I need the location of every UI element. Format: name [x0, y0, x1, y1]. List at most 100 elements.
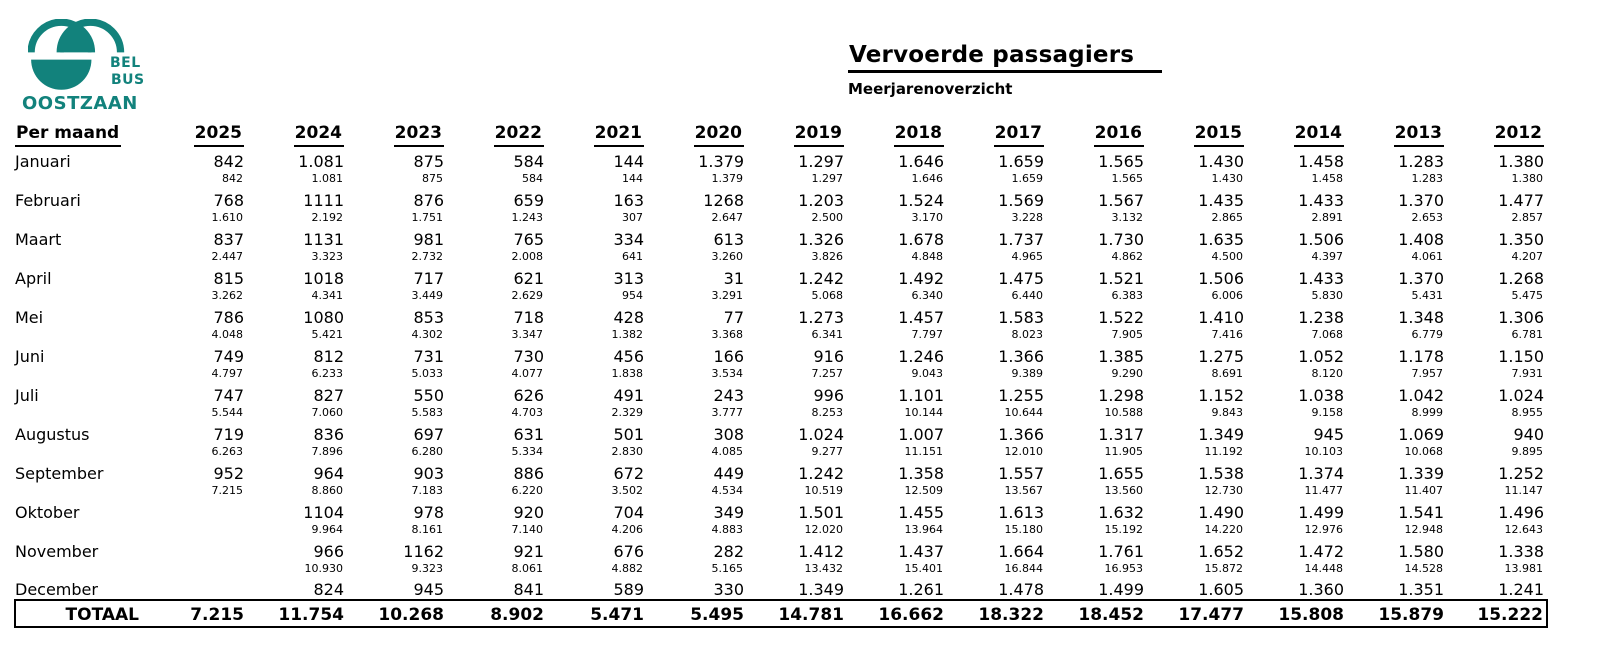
cumulative-oktober-2020: 4.883: [711, 523, 744, 537]
month-row-december: December 824 945 841 589 330 1.349 1.261 1.478 1.…: [15, 576, 1547, 600]
cumulative-juli-2023: 5.583: [411, 406, 444, 420]
value-juni-2024: 812: [313, 346, 344, 366]
value-juni-2021: 456: [613, 346, 644, 366]
value-augustus-2014: 945: [1313, 424, 1344, 444]
month-row-oktober: Oktober 1104 978 920 704 349 1.501 1.455 1.613 1.…: [15, 498, 1547, 522]
cumulative-april-2021: 954: [622, 289, 643, 303]
total-2021: 5.471: [547, 599, 647, 628]
value-augustus-2022: 631: [513, 424, 544, 444]
column-header-year-2014: 2014: [1247, 118, 1347, 147]
month-row-augustus: Augustus 719 836 697 631 501 308 1.024 1.007 1.36…: [15, 420, 1547, 444]
month-row-februari: Februari 768 1111 876 659 163 1268 1.203 1.524 1.…: [15, 186, 1547, 210]
value-december-2013: 1.351: [1398, 579, 1444, 599]
value-augustus-2025: 719: [213, 424, 244, 444]
total-2014: 15.808: [1247, 599, 1347, 628]
cumulative-januari-2021: 144: [622, 172, 643, 186]
cumulative-juli-2025: 5.544: [211, 406, 244, 420]
value-januari-2021: 144: [613, 151, 644, 171]
value-maart-2024: 1131: [303, 229, 344, 249]
month-label: Augustus: [15, 424, 90, 444]
value-augustus-2012: 940: [1513, 424, 1544, 444]
value-november-2015: 1.652: [1198, 541, 1244, 561]
cumulative-maart-2015: 4.500: [1211, 250, 1244, 264]
cumulative-juni-2021: 1.838: [611, 367, 644, 381]
month-row-november: November 966 1162 921 676 282 1.412 1.437 1.664 1…: [15, 537, 1547, 561]
value-januari-2018: 1.646: [898, 151, 944, 171]
value-november-2014: 1.472: [1298, 541, 1344, 561]
column-header-year-2024-label: 2024: [293, 124, 344, 147]
value-september-2013: 1.339: [1398, 463, 1444, 483]
value-oktober-2021: 704: [613, 502, 644, 522]
month-row-maart: Maart 837 1131 981 765 334 613 1.326 1.678 1.737 1…: [15, 225, 1547, 249]
cumulative-maart-2018: 4.848: [911, 250, 944, 264]
value-oktober-2012: 1.496: [1498, 502, 1544, 522]
value-mei-2016: 1.522: [1098, 307, 1144, 327]
cumulative-november-2013: 14.528: [1404, 562, 1444, 576]
cumulative-februari-2015: 2.865: [1211, 211, 1244, 225]
cumulative-juni-2017: 9.389: [1011, 367, 1044, 381]
value-september-2019: 1.242: [798, 463, 844, 483]
cumulative-augustus-2018: 11.151: [904, 445, 944, 459]
cumulative-april-2013: 5.431: [1411, 289, 1444, 303]
cumulative-september-2019: 10.519: [804, 484, 844, 498]
cumulative-september-2023: 7.183: [411, 484, 444, 498]
value-juni-2014: 1.052: [1298, 346, 1344, 366]
cumulative-maart-2023: 2.732: [411, 250, 444, 264]
value-april-2019: 1.242: [798, 268, 844, 288]
cumulative-oktober-2014: 12.976: [1304, 523, 1344, 537]
cumulative-spacer: [15, 405, 147, 420]
cumulative-november-2024: 10.930: [304, 562, 344, 576]
cumulative-mei-2013: 6.779: [1411, 328, 1444, 342]
cumulative-juni-2015: 8.691: [1211, 367, 1244, 381]
month-row-januari: Januari 842 1.081 875 584 144 1.379 1.297 1.646 1…: [15, 147, 1547, 171]
value-januari-2014: 1.458: [1298, 151, 1344, 171]
value-december-2022: 841: [513, 579, 544, 599]
cumulative-maart-2021: 641: [622, 250, 643, 264]
total-2019: 14.781: [747, 599, 847, 628]
value-september-2014: 1.374: [1298, 463, 1344, 483]
cumulative-februari-2014: 2.891: [1311, 211, 1344, 225]
cumulative-juni-2024: 6.233: [311, 367, 344, 381]
value-juli-2015: 1.152: [1198, 385, 1244, 405]
cumulative-spacer: [15, 249, 147, 264]
value-juli-2023: 550: [413, 385, 444, 405]
cumulative-juni-2013: 7.957: [1411, 367, 1444, 381]
cumulative-april-2020: 3.291: [711, 289, 744, 303]
value-juli-2020: 243: [713, 385, 744, 405]
cumulative-maart-2016: 4.862: [1111, 250, 1144, 264]
cumulative-spacer: [15, 366, 147, 381]
cumulative-maart-2022: 2.008: [511, 250, 544, 264]
value-augustus-2021: 501: [613, 424, 644, 444]
column-header-year-2025: 2025: [147, 118, 247, 147]
value-september-2021: 672: [613, 463, 644, 483]
value-maart-2014: 1.506: [1298, 229, 1344, 249]
cumulative-januari-2018: 1.646: [911, 172, 944, 186]
cumulative-row-oktober: 9.964 8.161 7.140 4.206 4.883 12.020 13.964 15.…: [15, 522, 1547, 537]
value-februari-2016: 1.567: [1098, 190, 1144, 210]
value-juli-2021: 491: [613, 385, 644, 405]
total-2016: 18.452: [1047, 599, 1147, 628]
cumulative-november-2017: 16.844: [1004, 562, 1044, 576]
cumulative-oktober-2022: 7.140: [511, 523, 544, 537]
value-februari-2023: 876: [413, 190, 444, 210]
value-maart-2020: 613: [713, 229, 744, 249]
cumulative-april-2018: 6.340: [911, 289, 944, 303]
cumulative-februari-2025: 1.610: [211, 211, 244, 225]
value-juli-2025: 747: [213, 385, 244, 405]
total-2017: 18.322: [947, 599, 1047, 628]
value-juni-2020: 166: [713, 346, 744, 366]
cumulative-februari-2019: 2.500: [811, 211, 844, 225]
cumulative-row-april: 3.262 4.341 3.449 2.629 954 3.291 5.068 6.340 6.…: [15, 288, 1547, 303]
cumulative-april-2014: 5.830: [1311, 289, 1344, 303]
value-oktober-2022: 920: [513, 502, 544, 522]
value-juli-2014: 1.038: [1298, 385, 1344, 405]
value-december-2021: 589: [613, 579, 644, 599]
value-januari-2024: 1.081: [298, 151, 344, 171]
value-november-2018: 1.437: [898, 541, 944, 561]
value-maart-2022: 765: [513, 229, 544, 249]
cumulative-november-2016: 16.953: [1104, 562, 1144, 576]
value-april-2021: 313: [613, 268, 644, 288]
column-header-year-2014-label: 2014: [1293, 124, 1344, 147]
value-juli-2019: 996: [813, 385, 844, 405]
cumulative-oktober-2019: 12.020: [804, 523, 844, 537]
